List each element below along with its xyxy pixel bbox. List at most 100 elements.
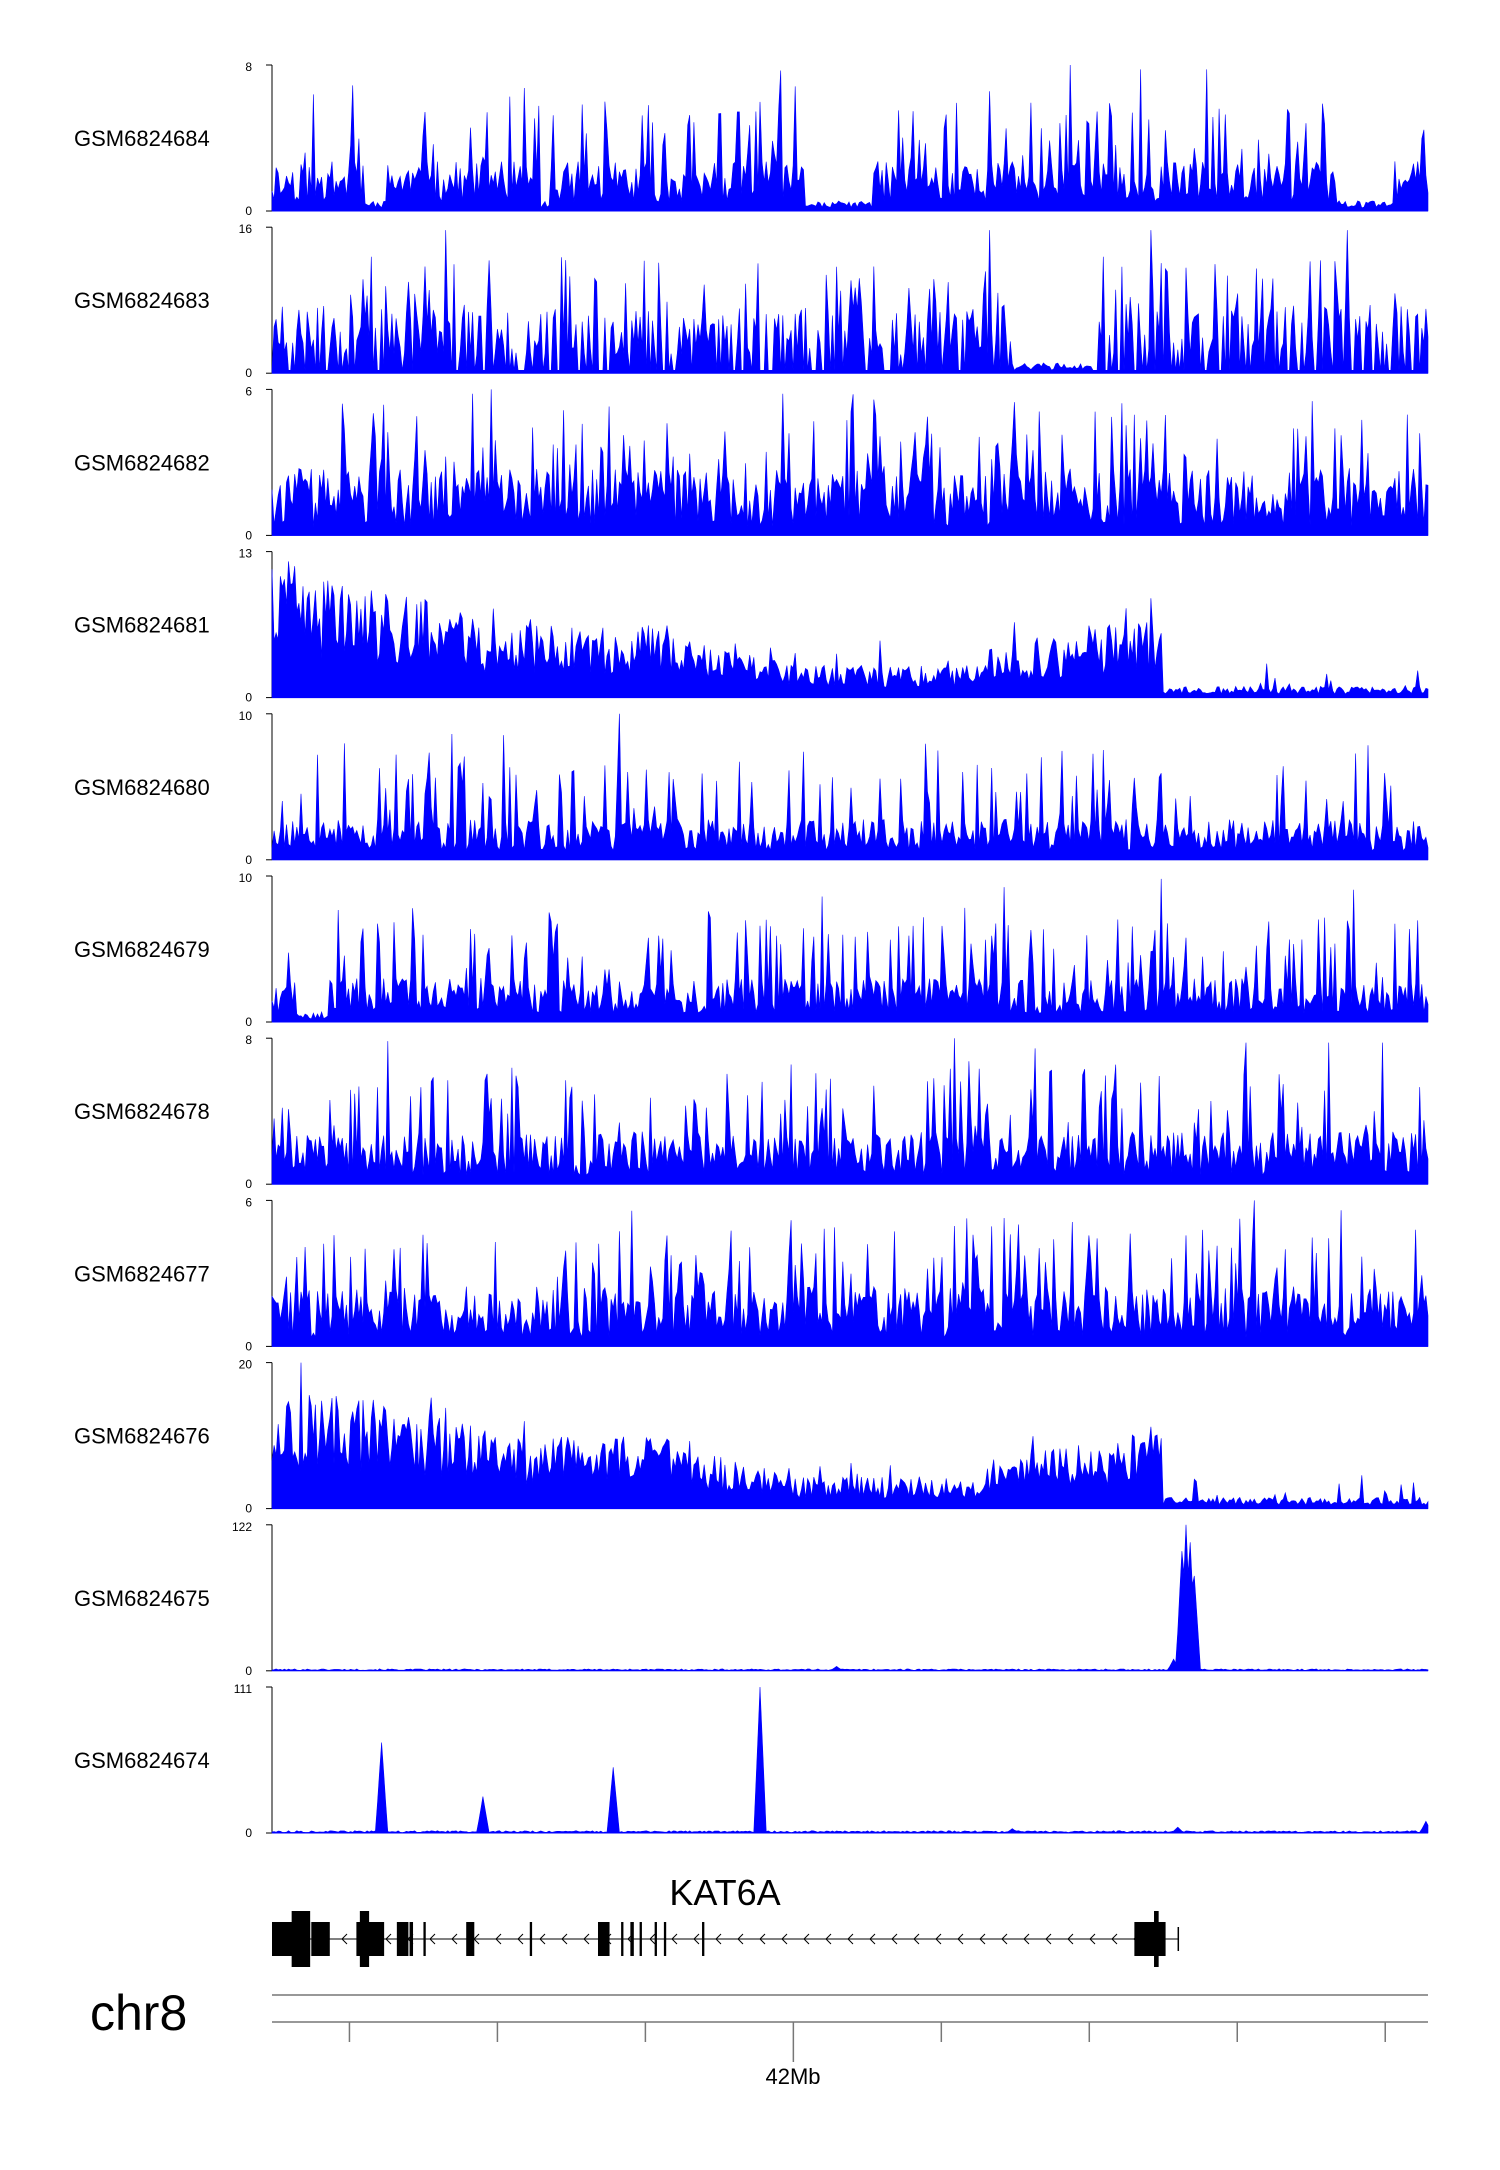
track-ymin-label: 0 xyxy=(245,691,252,705)
strand-arrow xyxy=(913,1933,920,1945)
gene-exon xyxy=(630,1922,634,1956)
track-ymin-label: 0 xyxy=(245,1664,252,1678)
track-GSM6824674: GSM6824674 111 0 xyxy=(74,1682,1429,1840)
gene-exon xyxy=(702,1922,705,1956)
strand-arrow xyxy=(737,1933,744,1945)
track-ymax-label: 8 xyxy=(245,1033,252,1047)
strand-arrow xyxy=(957,1933,964,1945)
track-ymin-label: 0 xyxy=(245,1826,252,1840)
track-label: GSM6824674 xyxy=(74,1748,210,1773)
gene-exon xyxy=(423,1922,426,1956)
gene-exon xyxy=(1134,1922,1166,1956)
strand-arrow xyxy=(847,1933,854,1945)
track-label: GSM6824675 xyxy=(74,1586,210,1611)
track-ymax-label: 20 xyxy=(239,1358,253,1372)
gene-exon-cds xyxy=(1154,1911,1159,1967)
track-label: GSM6824684 xyxy=(74,126,210,151)
strand-arrow xyxy=(517,1933,524,1945)
strand-arrow xyxy=(583,1933,590,1945)
track-GSM6824683: GSM6824683 16 0 xyxy=(74,222,1429,380)
gene-exon-cds xyxy=(291,1911,311,1967)
signal-series xyxy=(271,1038,1429,1185)
signal-series xyxy=(271,389,1429,536)
track-ymin-label: 0 xyxy=(245,1015,252,1029)
strand-arrow xyxy=(1111,1933,1118,1945)
track-GSM6824677: GSM6824677 6 0 xyxy=(74,1195,1429,1353)
signal-series xyxy=(271,230,1429,374)
track-ymin-label: 0 xyxy=(245,1502,252,1516)
track-label: GSM6824676 xyxy=(74,1424,210,1449)
track-GSM6824682: GSM6824682 6 0 xyxy=(74,384,1429,542)
track-ymax-label: 6 xyxy=(245,384,252,398)
track-ymin-label: 0 xyxy=(245,204,252,218)
strand-arrow xyxy=(781,1933,788,1945)
gene-exon xyxy=(466,1922,475,1956)
strand-arrow xyxy=(825,1933,832,1945)
track-label: GSM6824680 xyxy=(74,775,210,800)
strand-arrow xyxy=(1045,1933,1052,1945)
track-ymax-label: 6 xyxy=(245,1195,252,1209)
chromosome-label: chr8 xyxy=(90,1985,187,2041)
strand-arrow xyxy=(693,1933,700,1945)
signal-series xyxy=(271,1524,1429,1672)
strand-arrow xyxy=(1067,1933,1074,1945)
strand-arrow xyxy=(429,1933,436,1945)
signal-series xyxy=(271,713,1429,861)
strand-arrow xyxy=(341,1933,348,1945)
track-ymax-label: 122 xyxy=(232,1520,252,1534)
track-label: GSM6824677 xyxy=(74,1261,210,1286)
track-ymax-label: 111 xyxy=(234,1682,253,1696)
track-label: GSM6824682 xyxy=(74,450,210,475)
track-ymin-label: 0 xyxy=(245,528,252,542)
track-ymin-label: 0 xyxy=(245,1177,252,1191)
signal-series xyxy=(271,878,1429,1023)
track-label: GSM6824678 xyxy=(74,1099,210,1124)
gene-name-label: KAT6A xyxy=(669,1872,780,1913)
gene-exon xyxy=(663,1922,667,1956)
signal-series xyxy=(271,64,1429,212)
strand-arrow xyxy=(1089,1933,1096,1945)
track-ymin-label: 0 xyxy=(245,853,252,867)
chromosome-axis: chr8 42Mb xyxy=(90,1985,1428,2089)
strand-arrow xyxy=(561,1933,568,1945)
signal-series xyxy=(271,1200,1429,1347)
gene-exon xyxy=(409,1922,414,1956)
track-ymax-label: 10 xyxy=(239,871,253,885)
track-ymin-label: 0 xyxy=(245,1339,252,1353)
track-GSM6824681: GSM6824681 13 0 xyxy=(74,547,1429,705)
gene-exon xyxy=(597,1922,610,1956)
track-label: GSM6824681 xyxy=(74,613,210,638)
track-ymax-label: 10 xyxy=(239,709,253,723)
signal-series xyxy=(271,1686,1429,1834)
strand-arrow xyxy=(891,1933,898,1945)
gene-exon xyxy=(311,1922,330,1956)
signal-series xyxy=(271,561,1429,698)
track-GSM6824675: GSM6824675 122 0 xyxy=(74,1520,1429,1678)
gene-exon-cds xyxy=(359,1911,370,1967)
track-label: GSM6824683 xyxy=(74,288,210,313)
strand-arrow xyxy=(1001,1933,1008,1945)
strand-arrow xyxy=(759,1933,766,1945)
strand-arrow xyxy=(649,1933,656,1945)
strand-arrow xyxy=(715,1933,722,1945)
strand-arrow xyxy=(935,1933,942,1945)
track-GSM6824678: GSM6824678 8 0 xyxy=(74,1033,1429,1191)
strand-arrow xyxy=(451,1933,458,1945)
track-ymin-label: 0 xyxy=(245,366,252,380)
strand-arrow xyxy=(979,1933,986,1945)
strand-arrow xyxy=(869,1933,876,1945)
gene-exon xyxy=(639,1922,642,1956)
gene-exon xyxy=(529,1922,533,1956)
signal-series xyxy=(271,1362,1429,1509)
track-ymax-label: 13 xyxy=(239,547,253,561)
track-GSM6824680: GSM6824680 10 0 xyxy=(74,709,1429,867)
track-GSM6824684: GSM6824684 8 0 xyxy=(74,60,1429,218)
strand-arrow xyxy=(803,1933,810,1945)
track-label: GSM6824679 xyxy=(74,937,210,962)
strand-arrow xyxy=(385,1933,392,1945)
major-tick-label: 42Mb xyxy=(765,2064,820,2089)
gene-exon xyxy=(272,1922,293,1956)
strand-arrow xyxy=(495,1933,502,1945)
gene-exon xyxy=(621,1922,624,1956)
